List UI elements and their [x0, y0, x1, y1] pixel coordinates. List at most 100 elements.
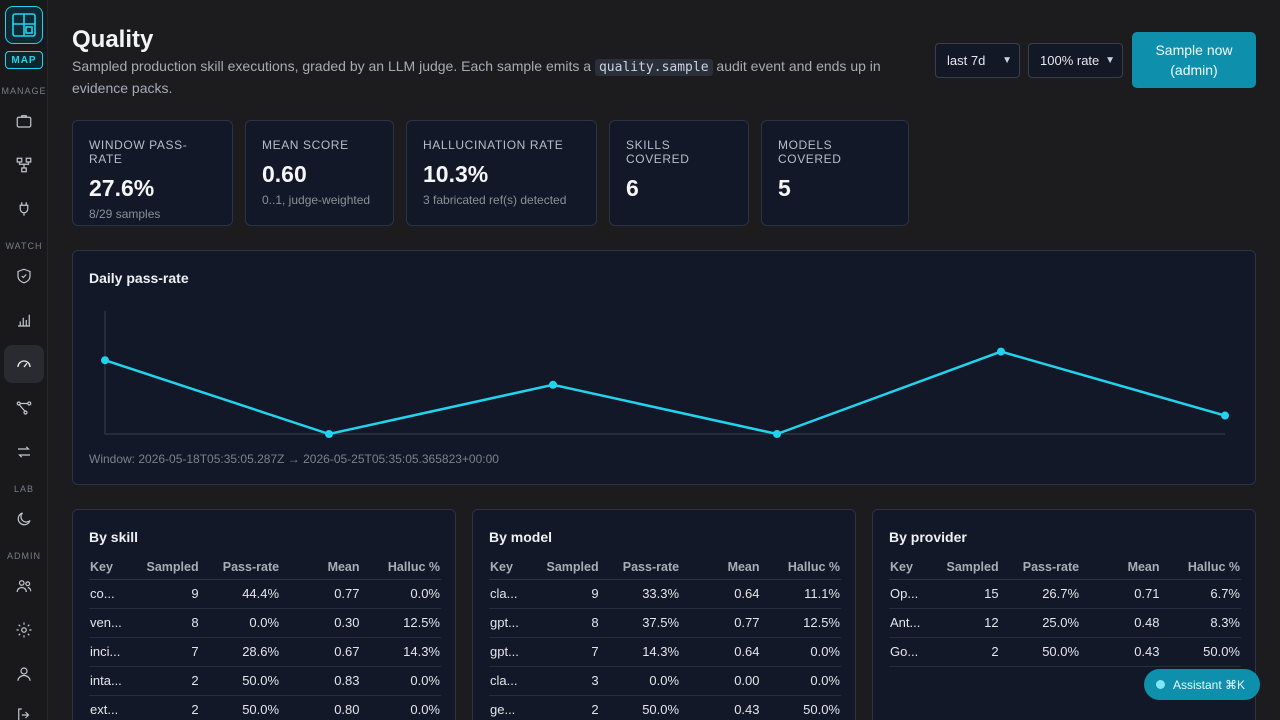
table-cell: ge...: [489, 695, 532, 720]
nav-users[interactable]: [4, 567, 44, 605]
table-cell: 11.1%: [760, 579, 841, 609]
window-select[interactable]: last 7d ▼: [935, 43, 1020, 78]
table-cell: 50.0%: [599, 695, 681, 720]
data-point[interactable]: [997, 347, 1005, 356]
table-row[interactable]: Op... 15 26.7% 0.71 6.7%: [889, 579, 1241, 609]
daily-pass-rate-chart: [101, 311, 1229, 438]
briefcase-icon: [16, 115, 32, 128]
table-cell: inta...: [89, 666, 132, 696]
column-header[interactable]: Key: [489, 555, 532, 580]
table-cell: 0.0%: [360, 695, 441, 720]
plug-icon: [19, 202, 29, 216]
table-row[interactable]: ven... 8 0.0% 0.30 12.5%: [89, 608, 441, 638]
nav-quality[interactable]: [4, 345, 44, 383]
kpi-value: 6: [626, 175, 639, 201]
kpi-label: HALLUCINATION RATE: [423, 138, 564, 152]
table-row[interactable]: gpt... 8 37.5% 0.77 12.5%: [489, 608, 841, 638]
column-header[interactable]: Pass-rate: [199, 555, 281, 580]
column-header[interactable]: Pass-rate: [599, 555, 681, 580]
data-point[interactable]: [325, 430, 333, 438]
column-header[interactable]: Sampled: [531, 555, 600, 580]
table-row[interactable]: cla... 9 33.3% 0.64 11.1%: [489, 579, 841, 609]
table-row[interactable]: co... 9 44.4% 0.77 0.0%: [89, 579, 441, 609]
column-header[interactable]: Mean: [1080, 555, 1161, 580]
kpi-label: WINDOW PASS-RATE: [89, 138, 188, 166]
column-header[interactable]: Halluc %: [360, 555, 441, 580]
table-cell: Go...: [889, 637, 932, 667]
assistant-label: Assistant ⌘K: [1173, 677, 1246, 692]
section-label-manage: MANAGE: [1, 86, 47, 96]
nav-analytics[interactable]: [4, 301, 44, 339]
data-point[interactable]: [1221, 411, 1229, 420]
table-header-row: Key Sampled Pass-rate Mean Halluc %: [89, 555, 441, 580]
table-cell: 0.64: [680, 579, 761, 609]
column-header[interactable]: Mean: [280, 555, 361, 580]
window-select-value: last 7d: [947, 53, 986, 68]
kpi-card-mean-score: MEAN SCORE 0.60 0..1, judge-weighted: [245, 120, 394, 226]
map-badge[interactable]: MAP: [5, 51, 43, 69]
kpi-sub: 3 fabricated ref(s) detected: [423, 193, 567, 207]
table-cell: 50.0%: [999, 637, 1081, 667]
table-cell: cla...: [489, 666, 532, 696]
nav-lab[interactable]: [4, 500, 44, 538]
column-header[interactable]: Sampled: [131, 555, 200, 580]
kpi-card-pass-rate: WINDOW PASS-RATE 27.6% 8/29 samples: [72, 120, 233, 226]
table-cell: Ant...: [889, 608, 932, 638]
table-row[interactable]: gpt... 7 14.3% 0.64 0.0%: [489, 637, 841, 667]
chevron-down-icon: ▼: [1105, 55, 1115, 66]
table-row[interactable]: ge... 2 50.0% 0.43 50.0%: [489, 695, 841, 720]
sample-now-label: Sample now (admin): [1155, 42, 1233, 78]
table-row[interactable]: inci... 7 28.6% 0.67 14.3%: [89, 637, 441, 667]
data-point[interactable]: [101, 356, 109, 365]
table-cell: gpt...: [489, 608, 532, 638]
column-header[interactable]: Halluc %: [760, 555, 841, 580]
window-range-text: Window: 2026-05-18T05:35:05.287Z → 2026-…: [89, 452, 499, 466]
nav-briefcase[interactable]: [4, 102, 44, 140]
by-skill-title: By skill: [89, 529, 139, 545]
data-point[interactable]: [773, 430, 781, 438]
table-row[interactable]: inta... 2 50.0% 0.83 0.0%: [89, 666, 441, 696]
rate-select[interactable]: 100% rate ▼: [1028, 43, 1123, 78]
table-row[interactable]: ext... 2 50.0% 0.80 0.0%: [89, 695, 441, 720]
nav-settings[interactable]: [4, 611, 44, 649]
app-logo-icon[interactable]: [5, 6, 43, 44]
nav-integrations[interactable]: [4, 190, 44, 228]
table-cell: 50.0%: [199, 666, 281, 696]
nav-routing[interactable]: [4, 433, 44, 471]
section-label-watch: WATCH: [5, 241, 43, 251]
table-cell: 0.0%: [199, 608, 281, 638]
assistant-button[interactable]: Assistant ⌘K: [1144, 669, 1260, 700]
kpi-label: SKILLS COVERED: [626, 138, 690, 166]
data-point[interactable]: [549, 380, 557, 389]
user-icon: [17, 667, 31, 681]
nav-workflows[interactable]: [4, 146, 44, 184]
table-row[interactable]: Go... 2 50.0% 0.43 50.0%: [889, 637, 1241, 667]
by-model-table: Key Sampled Pass-rate Mean Halluc % cla... 9 33…: [489, 555, 841, 720]
nav-profile[interactable]: [4, 655, 44, 693]
nav-security[interactable]: [4, 257, 44, 295]
nav-graph[interactable]: [4, 389, 44, 427]
table-cell: 2: [531, 695, 600, 720]
table-cell: 14.3%: [360, 637, 441, 667]
kpi-card-skills: SKILLS COVERED 6: [609, 120, 749, 226]
table-row[interactable]: cla... 3 0.0% 0.00 0.0%: [489, 666, 841, 696]
by-skill-table: Key Sampled Pass-rate Mean Halluc % co... 9 44.…: [89, 555, 441, 720]
kpi-label: MEAN SCORE: [262, 138, 349, 152]
table-row[interactable]: Ant... 12 25.0% 0.48 8.3%: [889, 608, 1241, 638]
kpi-value: 27.6%: [89, 175, 155, 201]
column-header[interactable]: Key: [889, 555, 932, 580]
sample-now-button[interactable]: Sample now (admin): [1132, 32, 1256, 88]
column-header[interactable]: Pass-rate: [999, 555, 1081, 580]
subtitle-text-1: Sampled production skill executions, gra…: [72, 58, 595, 74]
column-header[interactable]: Sampled: [931, 555, 1000, 580]
page-subtitle: Sampled production skill executions, gra…: [72, 56, 922, 98]
table-cell: 12.5%: [760, 608, 841, 638]
table-cell: 0.0%: [599, 666, 681, 696]
column-header[interactable]: Mean: [680, 555, 761, 580]
table-cell: 28.6%: [199, 637, 281, 667]
table-cell: 0.0%: [760, 637, 841, 667]
column-header[interactable]: Halluc %: [1160, 555, 1241, 580]
nav-logout[interactable]: [4, 696, 44, 720]
table-cell: 8: [531, 608, 600, 638]
column-header[interactable]: Key: [89, 555, 132, 580]
